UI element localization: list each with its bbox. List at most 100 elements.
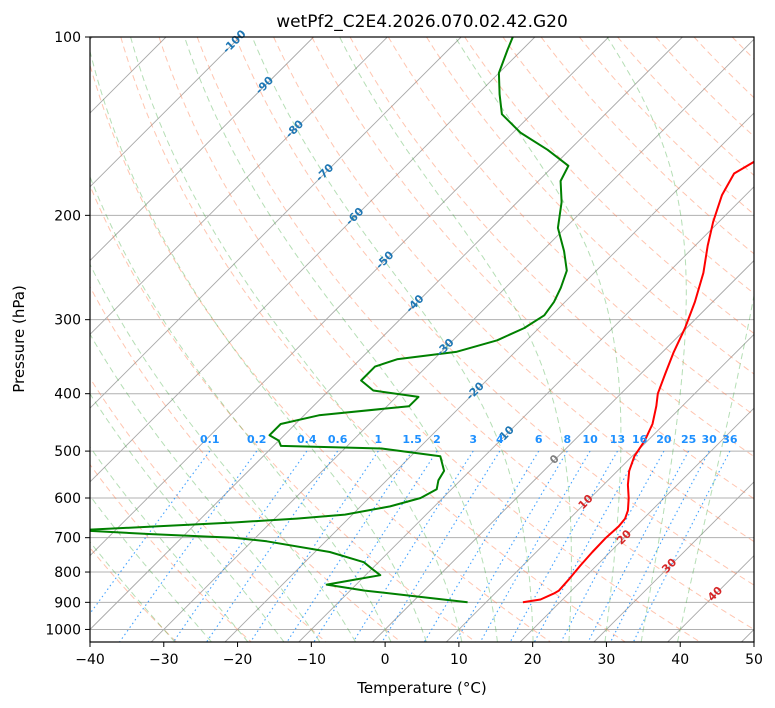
moist-adiabat-line <box>251 37 534 642</box>
profile-lines <box>90 37 754 604</box>
y-axis-title: Pressure (hPa) <box>10 285 28 393</box>
x-tick-label: −40 <box>75 652 105 668</box>
dry-adiabat-line <box>540 37 754 255</box>
mixing-ratio-label: 1 <box>374 433 382 446</box>
dewpoint-profile-line <box>90 37 570 604</box>
mixing-ratio-line <box>313 450 438 642</box>
moist-adiabat-line <box>90 392 285 642</box>
y-tick-label: 300 <box>54 313 81 329</box>
isotherm-line <box>90 37 462 409</box>
x-tick-label: 10 <box>450 652 468 668</box>
mixing-ratio-label: 3 <box>469 433 477 446</box>
mixing-ratio-label: 13 <box>610 433 625 446</box>
mixing-ratio-label: 30 <box>701 433 717 446</box>
mixing-ratio-label: 25 <box>681 433 696 446</box>
mixing-ratio-line <box>455 450 568 642</box>
moist-adiabat-line <box>90 263 356 642</box>
y-tick-label: 400 <box>54 387 81 403</box>
x-tick-label: 0 <box>381 652 390 668</box>
mixing-ratio-label: 2 <box>433 433 441 446</box>
y-tick-label: 900 <box>54 595 81 611</box>
y-tick-label: 200 <box>54 208 81 224</box>
mixing-ratio-label: 0.2 <box>247 433 267 446</box>
isotherm-line <box>90 37 609 557</box>
isotherm-line <box>90 37 683 631</box>
isotherm-line <box>372 259 754 642</box>
y-tick-label: 100 <box>54 30 81 46</box>
mixing-ratio-line <box>587 450 690 642</box>
temperature-profile-line <box>522 160 754 604</box>
mixing-ratio-label: 6 <box>535 433 543 446</box>
isotherm-line <box>90 37 241 188</box>
x-tick-label: −20 <box>223 652 253 668</box>
mixing-ratio-line <box>509 450 618 642</box>
isotherm-line <box>519 407 754 642</box>
moist-adiabat-line <box>606 37 687 642</box>
dry-adiabat-line <box>120 37 626 642</box>
y-tick-label: 600 <box>54 491 81 507</box>
dry-adiabat-line <box>426 37 754 375</box>
mixing-ratio-line <box>381 450 501 642</box>
mixing-ratio-label: 0.4 <box>297 433 317 446</box>
y-tick-label: 800 <box>54 565 81 581</box>
chart-title: wetPf2_C2E4.2026.070.02.42.G20 <box>276 12 568 32</box>
plot-frame <box>89 36 755 643</box>
isotherm-line <box>446 333 754 642</box>
dry-adiabat-line <box>90 377 327 642</box>
moist-adiabat-line <box>90 333 321 642</box>
x-tick-label: −30 <box>149 652 179 668</box>
x-tick-label: 20 <box>524 652 542 668</box>
moist-adiabat-line <box>90 541 176 642</box>
moist-adiabat-line <box>90 446 249 642</box>
mixing-ratio-label: 0.1 <box>200 433 220 446</box>
dry-adiabat-line <box>90 63 551 642</box>
dry-adiabat-line <box>349 37 754 458</box>
moist-adiabat-line <box>677 293 754 642</box>
mixing-ratio-label: 10 <box>582 433 598 446</box>
isotherm-line <box>90 37 314 262</box>
y-tick-label: 1000 <box>45 622 81 638</box>
isotherm-line <box>90 37 536 483</box>
mixing-ratio-label: 20 <box>656 433 672 446</box>
moist-adiabat-line <box>339 37 572 642</box>
y-tick-label: 500 <box>54 444 81 460</box>
mixing-ratio-line <box>479 450 591 642</box>
mixing-ratio-line <box>560 450 665 642</box>
mixing-ratio-label: 0.6 <box>328 433 348 446</box>
isotherm-line <box>224 112 754 642</box>
mixing-ratio-line <box>533 450 641 642</box>
axis-ticks: −40 −30 −20 −10 0 10 20 30 40 5010020030040050060… <box>45 30 763 668</box>
x-tick-label: 50 <box>745 652 763 668</box>
moist-adiabat-line <box>184 37 498 642</box>
isotherm-line <box>593 481 754 642</box>
dry-adiabat-line <box>196 37 754 630</box>
isotherm-line <box>150 38 754 642</box>
dry-adiabat-line <box>579 37 754 215</box>
x-axis-title: Temperature (°C) <box>356 679 486 697</box>
dry-adiabat-line <box>387 37 754 416</box>
dry-adiabat-line <box>158 37 701 642</box>
mixing-ratio-label: 36 <box>722 433 738 446</box>
mixing-ratio-label: 8 <box>564 433 572 446</box>
x-tick-label: 40 <box>671 652 689 668</box>
mixing-ratio-line <box>172 450 308 642</box>
moist-adiabat-line <box>90 175 392 642</box>
isotherm-line <box>298 186 754 642</box>
mixing-ratio-line <box>119 450 258 642</box>
mixing-ratio-label: 1.5 <box>402 433 422 446</box>
mixing-ratio-label: 4 <box>496 433 504 446</box>
dry-adiabat-line <box>234 37 754 586</box>
mixing-ratio-line <box>423 450 540 642</box>
mixing-ratio-line <box>286 450 413 642</box>
mixing-ratio-line <box>610 450 710 642</box>
dry-adiabat-line <box>90 463 252 642</box>
background-guide-lines <box>90 37 754 642</box>
isotherm-line <box>90 37 388 335</box>
moist-adiabat-line <box>90 495 212 642</box>
mixing-ratio-label: 16 <box>632 433 648 446</box>
moist-adiabat-line <box>90 49 427 642</box>
y-tick-label: 700 <box>54 531 81 547</box>
dry-adiabat-line <box>90 285 402 642</box>
x-tick-label: −10 <box>297 652 327 668</box>
